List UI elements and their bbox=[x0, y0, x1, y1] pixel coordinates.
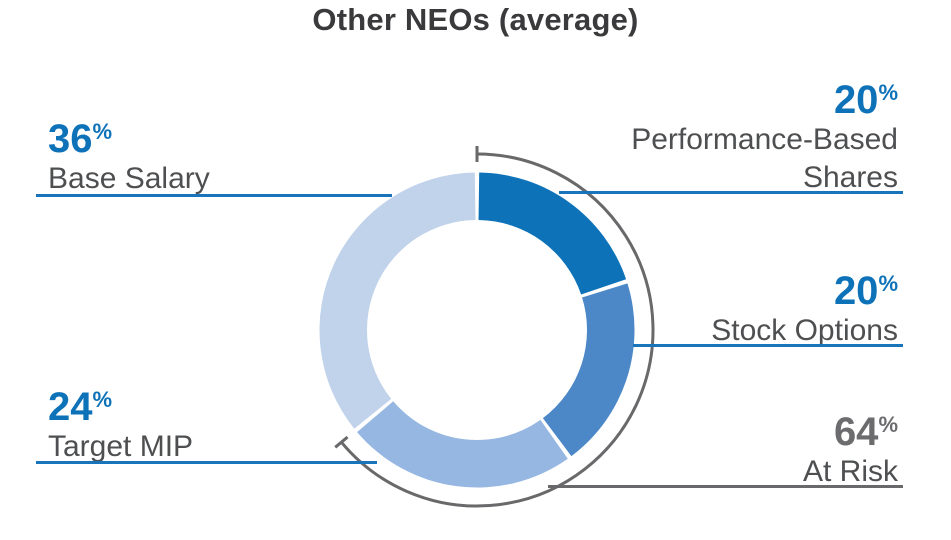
at-risk-arc-end-tick bbox=[334, 435, 349, 449]
callout-performance-based-shares: 20% Performance-Based Shares bbox=[631, 72, 898, 197]
at-risk-bracket-arc bbox=[340, 152, 655, 508]
stock-options-number: 20 bbox=[833, 269, 879, 313]
target-mip-value: 24% bbox=[48, 379, 193, 428]
performance-shares-percent-sign: % bbox=[878, 80, 898, 105]
at-risk-label: At Risk bbox=[802, 455, 898, 488]
at-risk-value: 64% bbox=[803, 404, 898, 453]
target-mip-number: 24 bbox=[48, 385, 93, 429]
callout-stock-options: 20% Stock Options bbox=[711, 263, 898, 350]
base-salary-label: Base Salary bbox=[48, 162, 210, 195]
target-mip-label: Target MIP bbox=[48, 430, 194, 463]
target-mip-percent-sign: % bbox=[92, 387, 113, 412]
leader-line-stock-options bbox=[633, 344, 903, 347]
performance-shares-label-line2: Shares bbox=[802, 161, 898, 194]
donut-segment-performance-based-shares bbox=[478, 172, 627, 295]
stock-options-percent-sign: % bbox=[878, 271, 898, 296]
donut-segment-base-salary bbox=[319, 172, 476, 429]
base-salary-number: 36 bbox=[48, 117, 93, 161]
at-risk-percent-sign: % bbox=[878, 412, 898, 437]
donut-segment-target-mip bbox=[357, 401, 568, 488]
callout-target-mip: 24% Target MIP bbox=[48, 379, 193, 466]
chart-title: Other NEOs (average) bbox=[312, 2, 639, 37]
leader-line-performance-shares bbox=[559, 191, 903, 194]
callout-at-risk: 64% At Risk bbox=[803, 404, 898, 491]
performance-shares-number: 20 bbox=[833, 78, 879, 122]
leader-line-base-salary bbox=[36, 194, 392, 197]
at-risk-number: 64 bbox=[833, 410, 879, 454]
leader-line-at-risk bbox=[548, 485, 903, 488]
donut-segment-stock-options bbox=[542, 283, 635, 457]
performance-shares-value: 20% bbox=[631, 72, 898, 121]
callout-base-salary: 36% Base Salary bbox=[48, 111, 210, 198]
base-salary-value: 36% bbox=[48, 111, 210, 160]
leader-line-target-mip bbox=[36, 461, 377, 464]
base-salary-percent-sign: % bbox=[92, 119, 113, 144]
stock-options-value: 20% bbox=[711, 263, 898, 312]
performance-shares-label-line1: Performance-Based bbox=[631, 123, 898, 156]
stock-options-label: Stock Options bbox=[711, 314, 898, 347]
